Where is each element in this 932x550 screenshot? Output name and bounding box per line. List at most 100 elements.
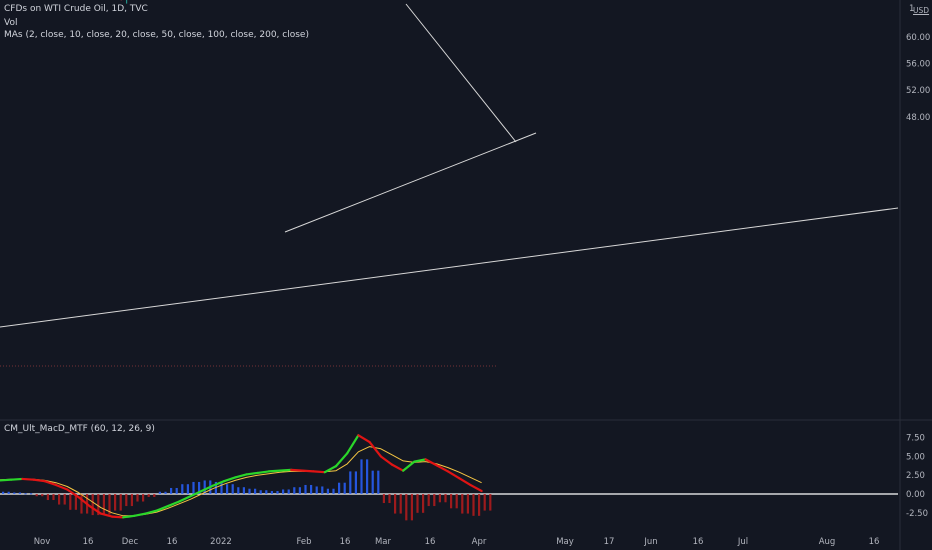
macd-histogram-bar xyxy=(164,491,167,494)
macd-histogram-bar xyxy=(181,484,184,494)
macd-histogram-bar xyxy=(237,487,240,494)
macd-histogram-bar xyxy=(231,484,234,494)
macd-histogram-bar xyxy=(338,482,341,494)
macd-histogram-bar xyxy=(315,486,318,494)
macd-histogram-bar xyxy=(58,494,61,505)
macd-tick-label: 2.50 xyxy=(906,471,925,481)
macd-line-segment xyxy=(133,512,147,517)
macd-histogram-bar xyxy=(444,494,447,503)
macd-histogram-bar xyxy=(259,490,262,494)
long-trendline xyxy=(0,207,899,328)
axis-top-tick: 1 xyxy=(909,4,915,14)
macd-histogram-bar xyxy=(343,482,346,494)
macd-histogram-bar xyxy=(220,481,223,494)
macd-histogram-bar xyxy=(410,494,413,521)
macd-histogram-bar xyxy=(46,494,49,501)
macd-line-segment xyxy=(144,509,158,515)
macd-line-segment xyxy=(312,470,326,474)
macd-histogram-bar xyxy=(198,481,201,494)
macd-histogram-bar xyxy=(349,471,352,494)
macd-histogram-bar xyxy=(226,484,229,494)
macd-histogram-bar xyxy=(366,459,369,494)
time-tick-label: Jun xyxy=(643,537,657,547)
macd-tick-label: 5.00 xyxy=(906,452,925,462)
time-tick-label: 2022 xyxy=(210,537,232,547)
macd-histogram-bar xyxy=(377,470,380,494)
macd-line-segment xyxy=(200,484,214,493)
volume-legend[interactable]: Vol xyxy=(4,18,18,28)
price-pane[interactable] xyxy=(0,0,899,367)
macd-line-segment xyxy=(189,489,203,498)
macd-line-segment xyxy=(413,458,427,463)
macd-line-segment xyxy=(0,478,13,482)
macd-line-segment xyxy=(245,471,259,476)
macd-histogram-bar xyxy=(130,494,133,507)
time-axis[interactable]: Nov 16 Dec 16 2022 Feb 16 Mar 16 Apr May 17 Jun 16 Jul… xyxy=(34,537,880,547)
macd-histogram-bar xyxy=(35,494,38,497)
macd-line-segment xyxy=(32,478,46,483)
macd-axis[interactable]: -2.50 0.00 2.50 5.00 7.50 xyxy=(906,434,928,519)
macd-line-segment xyxy=(166,500,181,508)
macd-histogram-bar xyxy=(270,490,273,494)
macd-line-segment xyxy=(77,495,91,508)
macd-histogram-bar xyxy=(108,494,111,515)
time-tick-label: May xyxy=(556,537,574,547)
moving-averages-legend[interactable]: MAs (2, close, 10, close, 20, close, 50,… xyxy=(4,30,309,40)
macd-histogram-bar xyxy=(416,494,419,513)
macd-histogram-bar xyxy=(478,494,481,516)
time-tick-label: Nov xyxy=(34,537,51,547)
macd-line-segment xyxy=(301,469,315,473)
macd-line-segment xyxy=(435,464,450,473)
macd-histogram-bar xyxy=(97,494,100,516)
macd-histogram-bar xyxy=(405,494,408,521)
macd-line-segment xyxy=(469,483,483,493)
macd-line-segment xyxy=(21,477,35,481)
macd-histogram-bar xyxy=(114,494,117,511)
macd-indicator-legend[interactable]: CM_Ult_MacD_MTF (60, 12, 26, 9) xyxy=(4,424,155,434)
macd-histogram-bar xyxy=(382,494,385,504)
macd-histogram-bar xyxy=(74,494,77,510)
macd-histogram-bar xyxy=(91,494,94,516)
macd-line-segment xyxy=(222,476,237,483)
macd-line-segment xyxy=(368,440,382,458)
macd-line-segment xyxy=(458,477,472,487)
macd-histogram-bar xyxy=(265,490,268,494)
macd-histogram-bar xyxy=(310,484,313,494)
macd-histogram-bar xyxy=(69,494,72,510)
macd-histogram-bar xyxy=(354,471,357,494)
macd-line-segment xyxy=(66,488,80,499)
macd-line-segment xyxy=(54,483,69,491)
macd-histogram-bar xyxy=(483,494,486,511)
macd-line-segment xyxy=(357,434,371,444)
macd-histogram-bar xyxy=(125,494,128,507)
macd-histogram-bar xyxy=(13,492,16,494)
macd-histogram-bar xyxy=(119,494,122,511)
macd-tick-label: 0.00 xyxy=(906,490,925,500)
macd-tick-label: 7.50 xyxy=(906,434,925,444)
macd-histogram-bar xyxy=(433,494,436,507)
price-axis[interactable]: 48.00 52.00 56.00 60.00 xyxy=(906,33,930,123)
macd-line-segment xyxy=(234,473,248,479)
symbol-title[interactable]: CFDs on WTI Crude Oil, 1D, TVC xyxy=(4,4,148,14)
macd-line-segment xyxy=(323,465,338,474)
price-tick-label: 56.00 xyxy=(906,60,930,70)
macd-pane[interactable] xyxy=(0,434,898,521)
currency-label[interactable]: USD xyxy=(913,6,930,15)
macd-histogram-bar xyxy=(388,494,391,504)
macd-histogram-bar xyxy=(7,491,10,494)
macd-histogram-bar xyxy=(186,484,189,494)
macd-line-segment xyxy=(379,455,394,466)
price-tick-label: 52.00 xyxy=(906,86,930,96)
macd-line-segment xyxy=(155,504,170,512)
macd-tick-label: -2.50 xyxy=(906,509,928,519)
macd-histogram-bar xyxy=(321,486,324,494)
time-tick-label: 16 xyxy=(340,537,351,547)
macd-histogram-bar xyxy=(153,494,156,498)
macd-line-segment xyxy=(178,495,192,503)
macd-line-segment xyxy=(110,515,125,519)
macd-histogram-bar xyxy=(472,494,475,516)
macd-histogram-bar xyxy=(158,491,161,494)
macd-histogram-bar xyxy=(371,470,374,494)
